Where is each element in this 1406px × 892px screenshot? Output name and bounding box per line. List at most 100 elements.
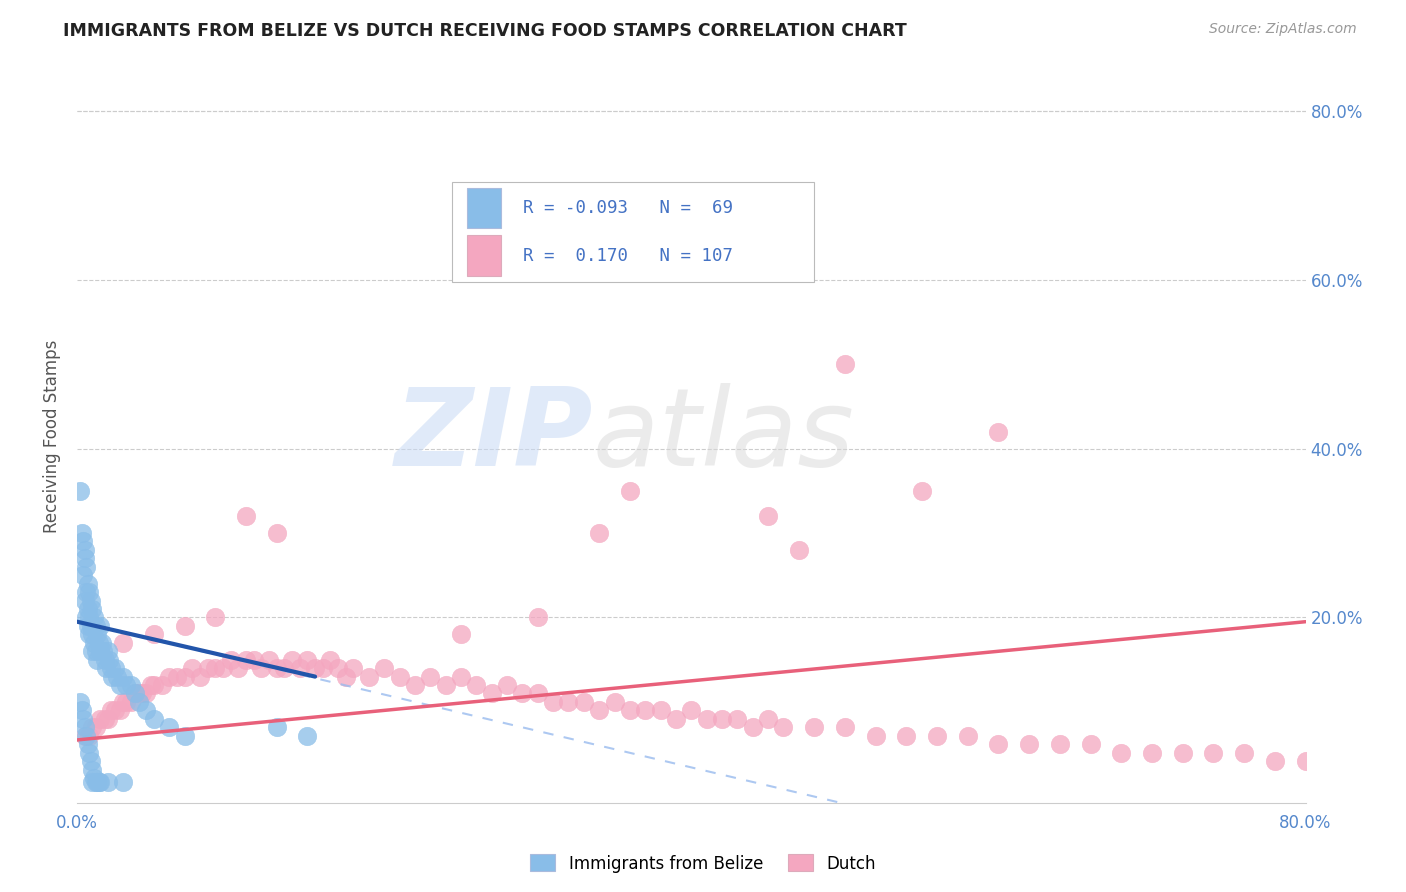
Point [89,644,111,658]
Point [124,686,146,700]
Point [419,670,441,684]
Point [650,703,672,717]
Point [266,661,288,675]
Point [197,661,219,675]
Point [82,775,104,789]
Point [787,543,810,558]
Point [93,712,115,726]
Point [72,534,94,549]
Text: R =  0.170   N = 107: R = 0.170 N = 107 [523,246,733,265]
Text: R = -0.093   N =  69: R = -0.093 N = 69 [523,199,733,217]
Point [496,678,519,692]
Point [87,636,110,650]
Point [83,636,105,650]
Point [266,720,288,734]
Point [1109,746,1132,760]
Point [619,483,641,498]
FancyBboxPatch shape [451,182,814,282]
Point [86,627,108,641]
Point [319,653,342,667]
Point [297,653,319,667]
Point [956,729,979,743]
Point [173,729,195,743]
Point [72,712,94,726]
Point [603,247,626,261]
Point [139,678,162,692]
Point [101,670,124,684]
Point [76,619,98,633]
Point [112,775,135,789]
Point [150,678,173,692]
Point [79,729,101,743]
Point [725,712,748,726]
Point [204,661,226,675]
Point [82,763,104,777]
Point [142,627,165,641]
Point [89,712,111,726]
Point [373,661,395,675]
Point [465,678,488,692]
Point [204,610,226,624]
Point [112,695,135,709]
Point [142,678,165,692]
Point [987,425,1010,439]
Point [105,670,128,684]
Point [112,670,135,684]
Point [1264,754,1286,768]
Point [124,686,146,700]
Point [434,678,457,692]
Point [756,222,779,236]
Point [388,670,411,684]
Point [70,703,93,717]
Point [297,729,319,743]
Point [634,703,657,717]
Point [100,703,122,717]
Point [896,729,918,743]
Point [104,661,127,675]
Point [79,627,101,641]
Point [281,653,304,667]
Point [70,526,93,541]
Point [1140,746,1163,760]
Point [75,585,97,599]
Point [69,483,91,498]
Point [803,720,825,734]
Point [84,775,107,789]
Point [1018,737,1040,751]
Point [235,509,257,524]
Point [108,703,131,717]
Point [450,627,472,641]
Point [588,703,610,717]
Point [834,720,856,734]
Point [681,703,703,717]
Point [772,720,794,734]
Point [97,644,120,658]
Point [257,653,280,667]
Point [86,775,108,789]
Point [91,644,114,658]
Point [911,483,934,498]
Y-axis label: Receiving Food Stamps: Receiving Food Stamps [44,339,60,533]
Point [89,775,111,789]
Point [83,771,105,785]
Point [80,619,103,633]
Point [526,686,548,700]
Point [86,653,108,667]
Point [84,720,107,734]
Point [73,729,96,743]
Point [82,627,104,641]
Point [98,653,121,667]
Point [79,746,101,760]
Point [115,678,138,692]
Point [76,576,98,591]
Point [557,695,579,709]
Point [73,551,96,566]
Point [89,619,111,633]
Point [115,695,138,709]
Point [526,610,548,624]
Point [84,644,107,658]
Point [219,653,242,667]
Point [157,670,180,684]
Point [72,568,94,582]
Point [242,653,264,667]
